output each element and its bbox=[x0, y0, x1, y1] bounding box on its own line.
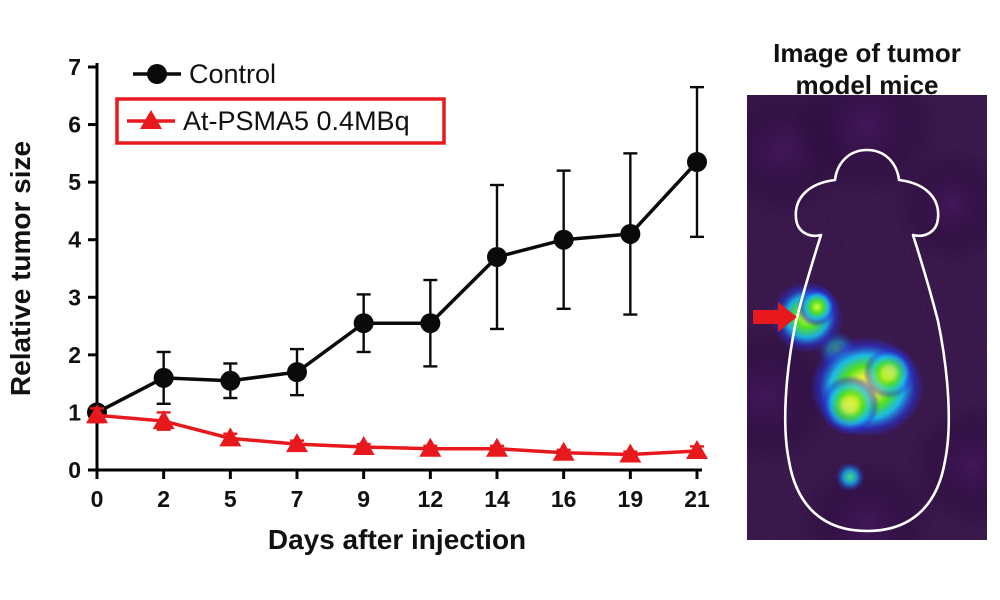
control-error-bars bbox=[90, 85, 704, 420]
svg-text:2: 2 bbox=[68, 342, 81, 368]
svg-text:5: 5 bbox=[224, 486, 237, 512]
control-series-line bbox=[96, 160, 699, 414]
svg-text:3: 3 bbox=[68, 284, 81, 310]
svg-text:19: 19 bbox=[618, 486, 644, 512]
side-panel-title-line1: Image of tumor bbox=[773, 38, 961, 68]
legend: Control At-PSMA5 0.4MBq bbox=[115, 59, 446, 145]
treatment-series-line bbox=[96, 413, 698, 457]
svg-text:0: 0 bbox=[68, 457, 81, 483]
svg-text:1: 1 bbox=[68, 399, 81, 425]
svg-text:7: 7 bbox=[68, 54, 81, 80]
legend-label-treatment: At-PSMA5 0.4MBq bbox=[183, 106, 410, 136]
svg-text:12: 12 bbox=[418, 486, 444, 512]
tumor-hotspot-shoulder bbox=[771, 281, 843, 353]
svg-text:6: 6 bbox=[68, 112, 81, 138]
scan-mottling bbox=[747, 95, 987, 540]
svg-text:9: 9 bbox=[357, 486, 370, 512]
svg-text:7: 7 bbox=[291, 486, 304, 512]
tumor-imaging-scan bbox=[747, 95, 987, 540]
tumor-hotspot-lower bbox=[835, 462, 865, 492]
svg-text:0: 0 bbox=[91, 486, 104, 512]
svg-text:5: 5 bbox=[68, 169, 81, 195]
control-markers bbox=[87, 151, 707, 423]
tumor-hotspot-abdomen bbox=[810, 337, 924, 437]
y-axis-label: Relative tumor size bbox=[5, 141, 36, 396]
svg-text:16: 16 bbox=[551, 486, 577, 512]
svg-text:21: 21 bbox=[684, 486, 710, 512]
mouse-outline bbox=[783, 148, 951, 533]
x-axis-label: Days after injection bbox=[268, 524, 526, 555]
svg-text:4: 4 bbox=[68, 227, 81, 253]
red-arrow-icon bbox=[753, 302, 797, 332]
svg-text:2: 2 bbox=[157, 486, 170, 512]
legend-label-control: Control bbox=[189, 59, 276, 89]
treatment-error-bars bbox=[90, 407, 704, 459]
x-axis-ticks: 0 2 5 7 9 12 14 16 19 21 bbox=[91, 470, 710, 512]
mouse-image-panel: Image of tumor model mice bbox=[742, 0, 992, 600]
side-panel-title: Image of tumor model mice bbox=[742, 38, 992, 101]
svg-text:14: 14 bbox=[484, 486, 510, 512]
treatment-markers bbox=[86, 404, 708, 463]
